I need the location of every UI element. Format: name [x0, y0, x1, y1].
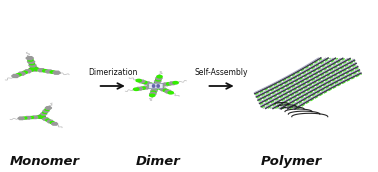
- Circle shape: [157, 86, 159, 87]
- Circle shape: [163, 89, 169, 92]
- Circle shape: [157, 76, 162, 78]
- Circle shape: [45, 108, 50, 110]
- Circle shape: [140, 87, 145, 89]
- Circle shape: [31, 66, 36, 68]
- Circle shape: [29, 62, 34, 65]
- Circle shape: [142, 81, 147, 84]
- Circle shape: [22, 117, 27, 119]
- Circle shape: [151, 91, 156, 94]
- Circle shape: [41, 117, 46, 119]
- FancyBboxPatch shape: [149, 83, 163, 89]
- Circle shape: [40, 114, 45, 116]
- Circle shape: [43, 70, 48, 72]
- Circle shape: [147, 83, 153, 85]
- Circle shape: [157, 85, 159, 86]
- Circle shape: [156, 78, 161, 81]
- Text: Dimerization: Dimerization: [88, 68, 138, 77]
- Circle shape: [152, 88, 157, 90]
- Circle shape: [46, 119, 50, 121]
- Circle shape: [168, 92, 174, 94]
- Text: Monomer: Monomer: [10, 155, 80, 168]
- Circle shape: [150, 94, 155, 96]
- Circle shape: [50, 122, 55, 124]
- Circle shape: [158, 87, 164, 89]
- Circle shape: [43, 111, 47, 113]
- Circle shape: [152, 85, 155, 86]
- Circle shape: [166, 83, 172, 85]
- Text: Polymer: Polymer: [260, 155, 322, 168]
- Circle shape: [152, 86, 155, 87]
- Circle shape: [133, 88, 139, 90]
- Circle shape: [22, 71, 27, 74]
- Circle shape: [28, 59, 33, 61]
- Text: Dimer: Dimer: [135, 155, 180, 168]
- Circle shape: [147, 86, 152, 88]
- Circle shape: [28, 69, 33, 71]
- Circle shape: [16, 74, 21, 76]
- Circle shape: [136, 79, 141, 82]
- Circle shape: [35, 68, 40, 71]
- Circle shape: [173, 82, 178, 84]
- Circle shape: [29, 116, 34, 119]
- Circle shape: [160, 84, 165, 86]
- Circle shape: [50, 71, 56, 73]
- Text: Self-Assembly: Self-Assembly: [195, 68, 248, 77]
- Circle shape: [36, 116, 40, 118]
- Circle shape: [155, 82, 160, 84]
